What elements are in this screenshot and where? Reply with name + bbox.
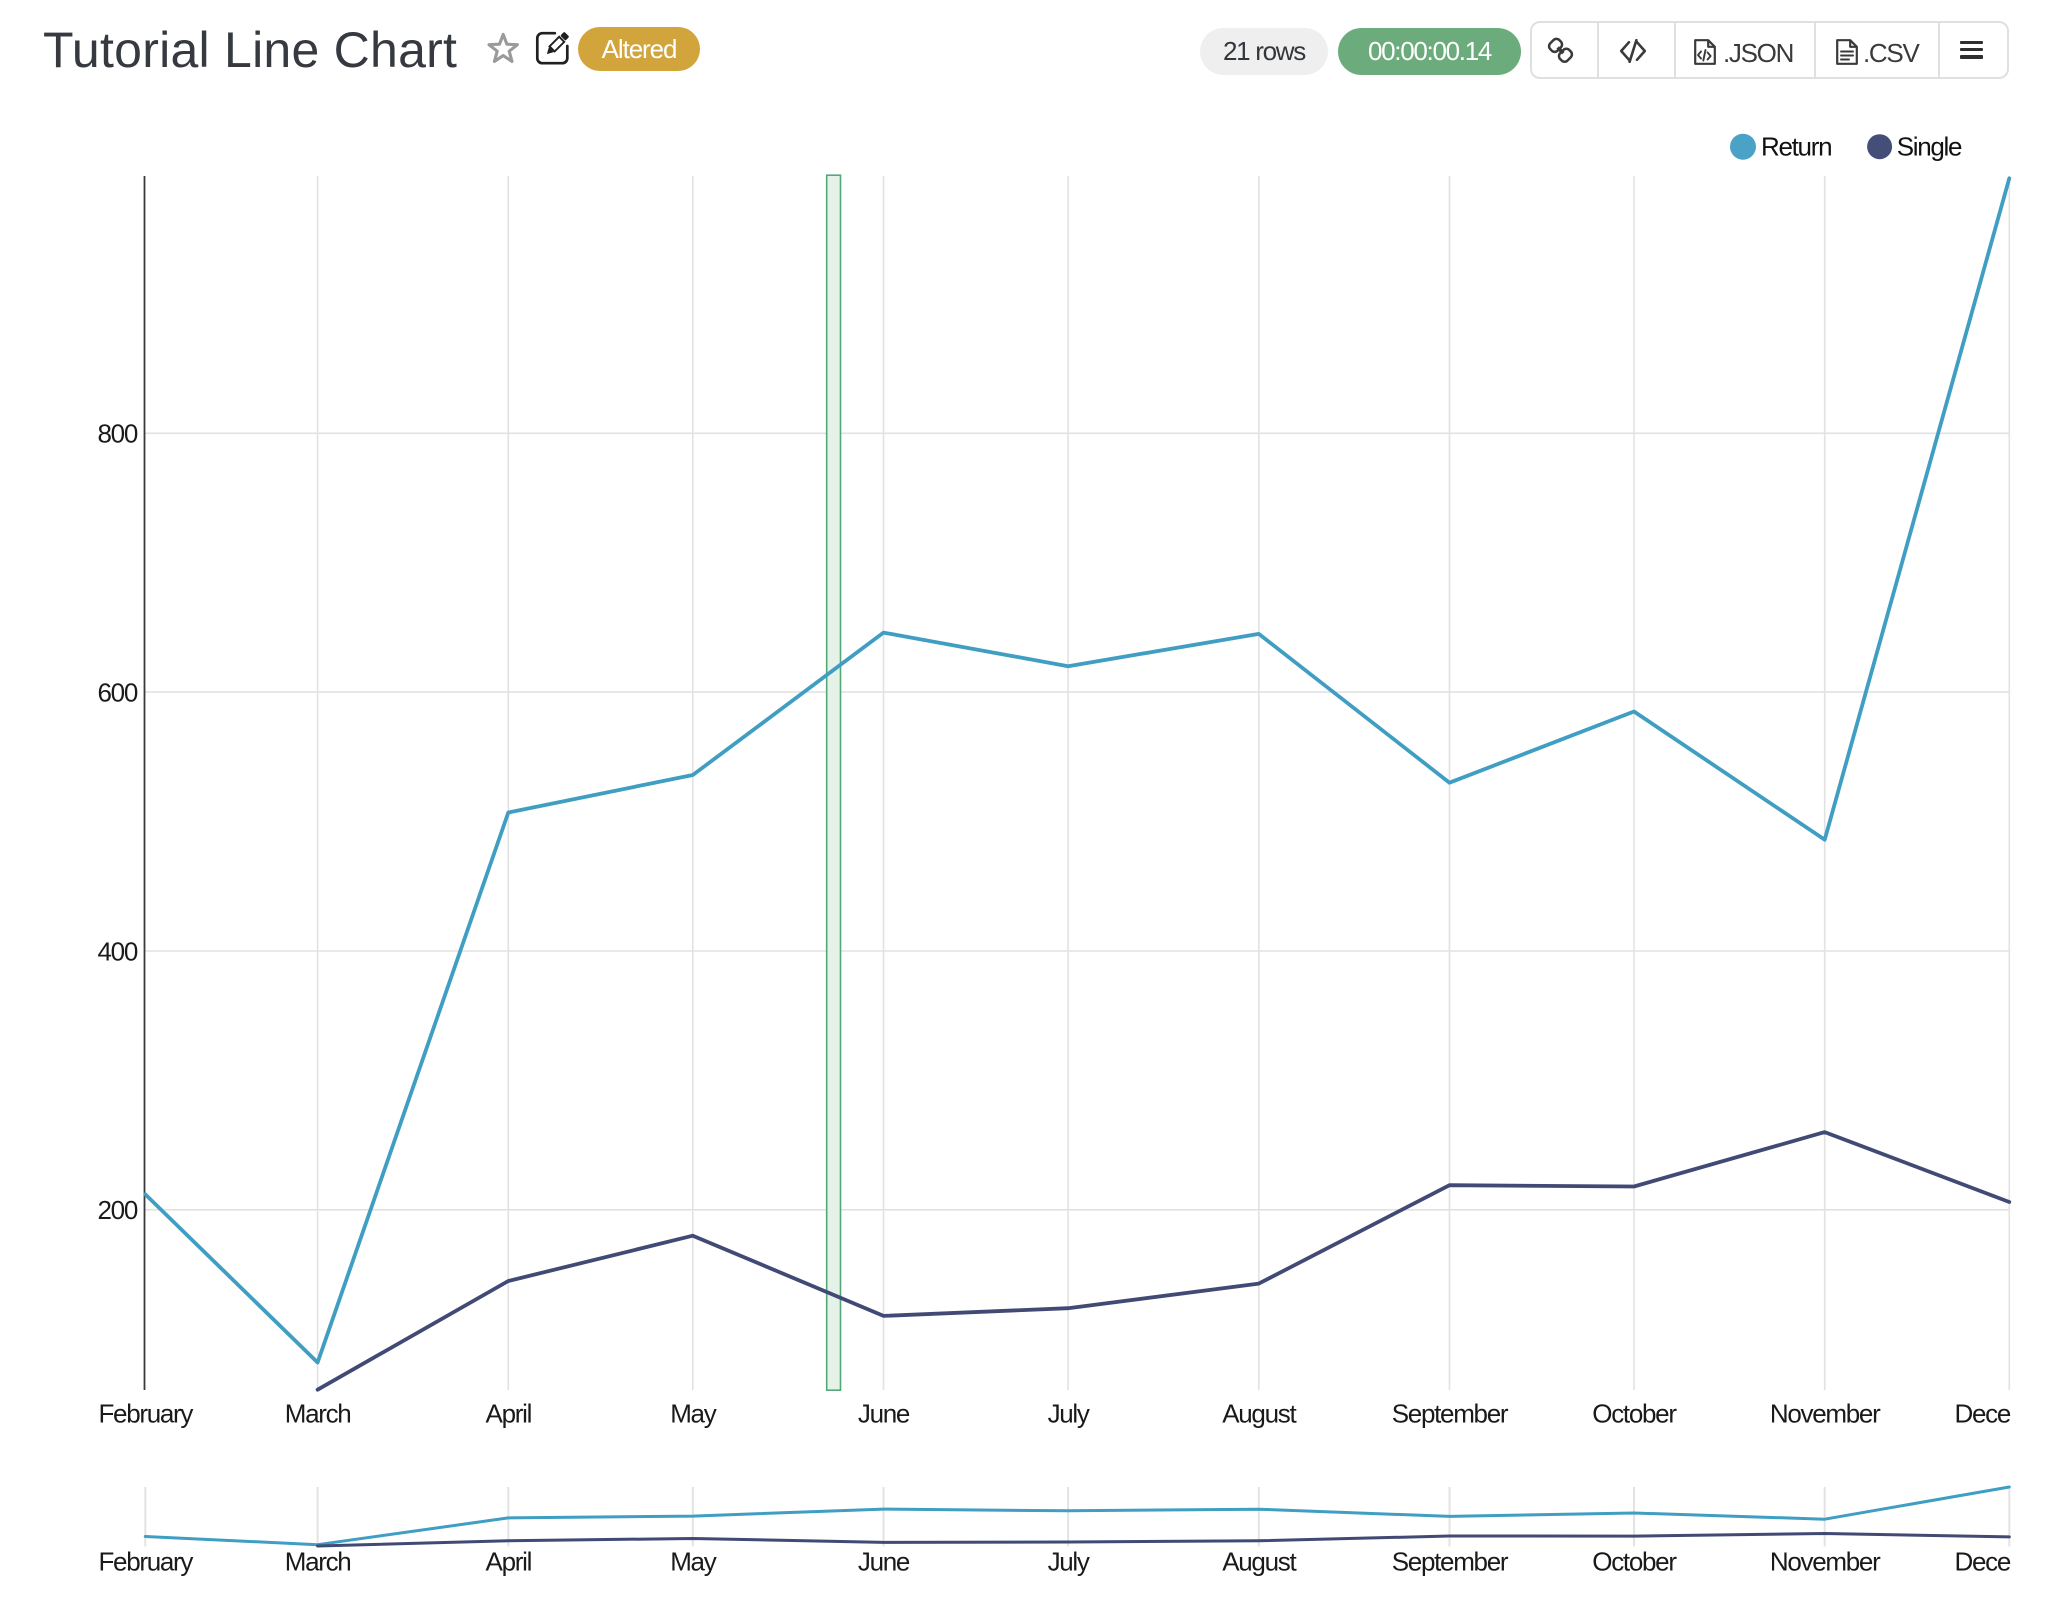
- svg-text:April: April: [486, 1399, 532, 1429]
- svg-text:Single: Single: [1897, 132, 1962, 162]
- svg-text:November: November: [1770, 1399, 1881, 1429]
- svg-text:May: May: [670, 1399, 717, 1429]
- svg-text:February: February: [98, 1399, 193, 1429]
- svg-text:March: March: [285, 1399, 351, 1429]
- svg-text:August: August: [1222, 1547, 1297, 1577]
- svg-text:600: 600: [98, 678, 138, 708]
- svg-text:December: December: [1955, 1547, 2050, 1577]
- svg-text:Return: Return: [1761, 132, 1831, 162]
- svg-text:December: December: [1955, 1399, 2050, 1429]
- svg-text:September: September: [1392, 1399, 1509, 1429]
- svg-text:200: 200: [98, 1195, 138, 1225]
- svg-text:May: May: [670, 1547, 717, 1577]
- svg-text:July: July: [1048, 1399, 1090, 1429]
- svg-text:August: August: [1222, 1399, 1297, 1429]
- svg-text:800: 800: [98, 419, 138, 449]
- svg-text:400: 400: [98, 936, 138, 966]
- svg-text:October: October: [1592, 1547, 1677, 1577]
- svg-text:October: October: [1592, 1399, 1677, 1429]
- svg-text:June: June: [858, 1399, 910, 1429]
- svg-text:September: September: [1392, 1547, 1509, 1577]
- svg-text:April: April: [486, 1547, 532, 1577]
- svg-text:March: March: [285, 1547, 351, 1577]
- svg-text:July: July: [1048, 1547, 1090, 1577]
- svg-text:November: November: [1770, 1547, 1881, 1577]
- svg-text:June: June: [858, 1547, 910, 1577]
- svg-text:February: February: [98, 1547, 193, 1577]
